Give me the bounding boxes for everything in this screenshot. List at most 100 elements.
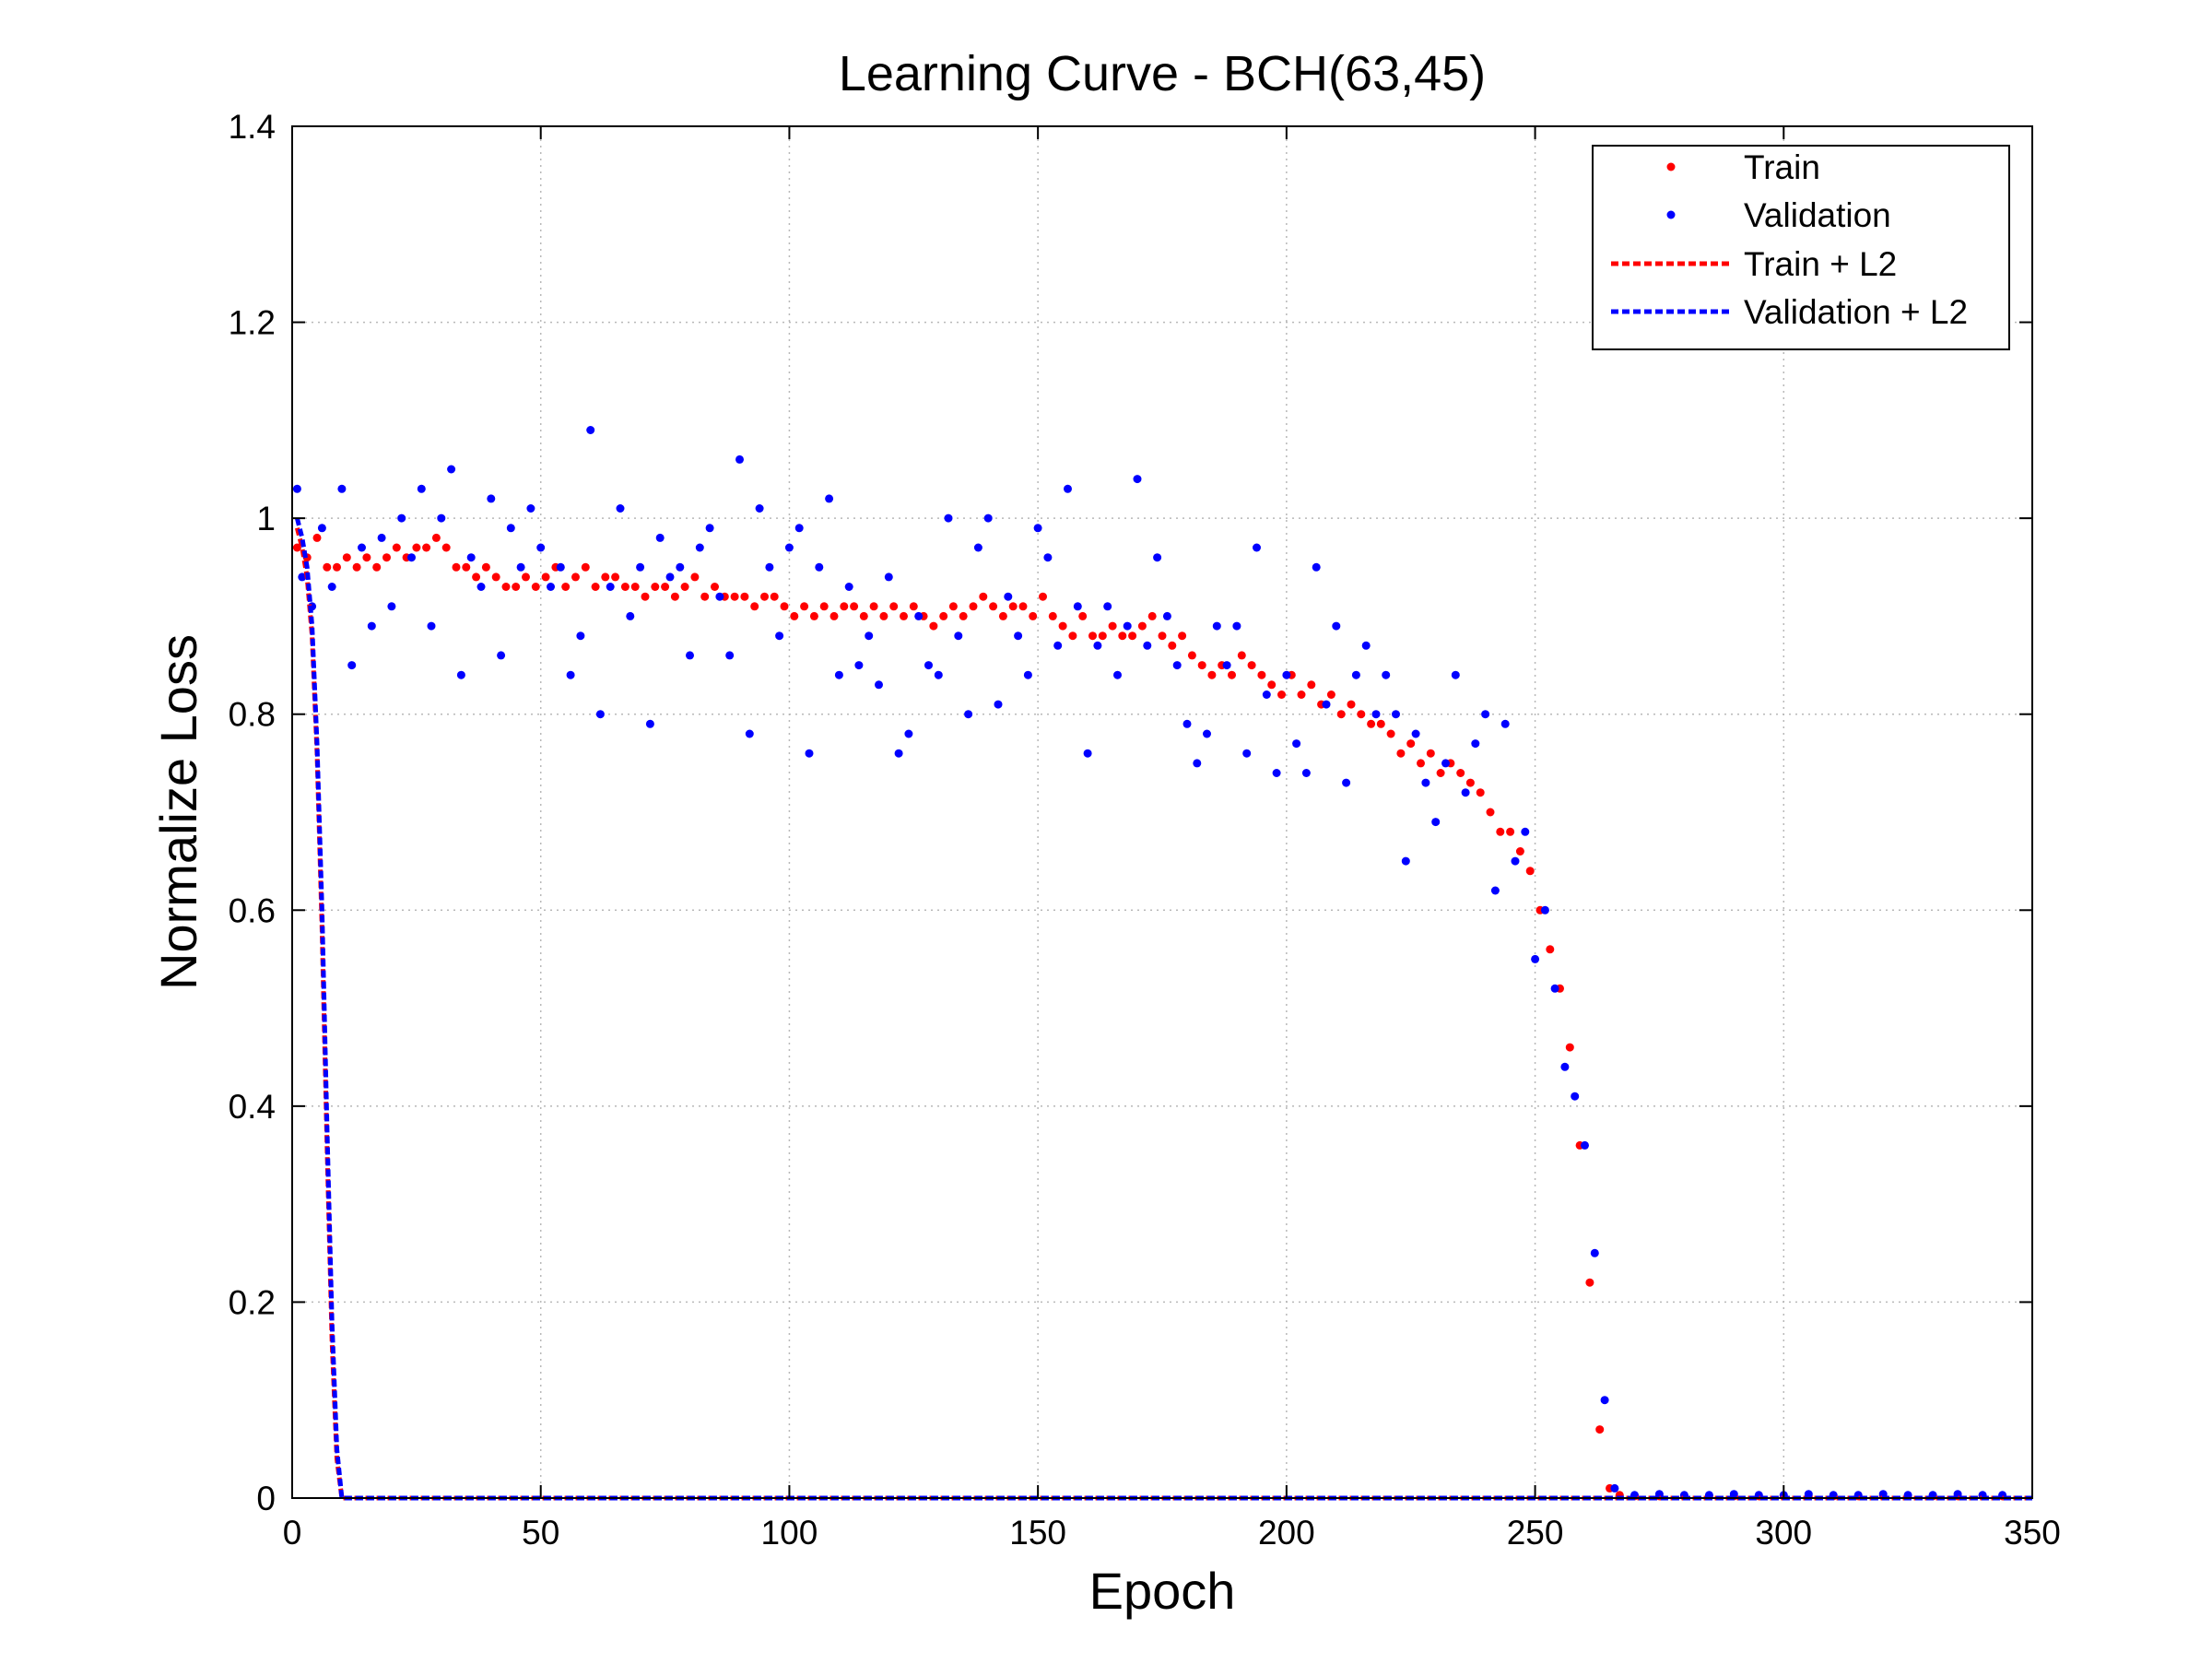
data-point-train [541,572,550,582]
data-point-train [1347,700,1356,709]
x-axis-label: Epoch [1089,1562,1236,1620]
data-point-train [869,602,878,611]
y-tick-label: 0 [256,1480,276,1517]
data-point-validation [1004,592,1013,601]
data-point-validation [1610,1483,1619,1493]
data-point-validation [1461,788,1470,797]
data-point-train [591,583,600,591]
data-point-validation [1351,670,1360,679]
y-tick-label: 0.6 [229,891,276,929]
data-point-train [512,583,521,591]
data-point-train [1386,729,1395,738]
data-point-validation [1262,690,1271,699]
data-point-validation [665,572,675,582]
data-point-validation [427,621,436,631]
data-point-train [1367,719,1376,728]
data-point-train [1029,611,1038,620]
data-point-train [422,543,431,552]
data-point-validation [825,494,834,503]
data-point-train [620,583,629,591]
data-point-train [1486,808,1495,817]
data-point-validation [1421,778,1430,787]
data-point-train [1078,611,1088,620]
data-point-validation [367,621,376,631]
data-point-validation [1133,475,1142,484]
data-point-train [1088,631,1097,641]
data-point-train [342,553,351,562]
data-point-train [561,583,571,591]
data-point-train [651,583,660,591]
legend-label-train: Train [1744,148,1820,186]
data-point-validation [1143,641,1152,650]
y-axis-label: Normalize Loss [149,634,207,990]
data-point-validation [815,562,824,572]
data-point-train [700,592,710,601]
data-point-train [522,572,530,582]
data-point-validation [1073,602,1082,611]
data-point-validation [645,719,654,728]
data-point-validation [794,524,804,533]
data-point-validation [1581,1140,1589,1150]
data-point-train [1108,621,1117,631]
data-point-train [889,602,899,611]
data-point-validation [298,572,307,582]
data-point-validation [556,562,565,572]
y-tick-label: 1 [256,500,276,537]
data-point-validation [626,611,635,620]
data-point-validation [536,543,546,552]
data-point-validation [784,543,794,552]
data-point-validation [705,524,714,533]
data-point-train [800,602,809,611]
data-point-train [481,562,490,572]
data-point-validation [358,543,366,552]
data-point-train [909,602,918,611]
grid-layer [292,126,2032,1498]
data-point-validation [745,729,754,738]
data-point-validation [1172,661,1182,670]
y-tick-label: 1.2 [229,304,276,342]
data-point-validation [616,504,625,513]
data-point-validation [1401,856,1410,866]
data-point-validation [1550,984,1559,993]
data-point-validation [844,583,853,591]
data-point-train [1357,710,1366,719]
data-point-validation [735,454,744,464]
data-point-train [1158,631,1167,641]
data-point-validation [875,680,883,690]
data-point-train [472,572,481,582]
data-point-train [1496,827,1505,836]
data-point-train [750,602,759,611]
data-point-train [969,602,978,611]
data-point-validation [1123,621,1132,631]
data-point-train [1465,778,1475,787]
data-point-train [879,611,888,620]
data-point-train [900,611,908,620]
data-point-train [630,583,640,591]
data-point-validation [1162,611,1171,620]
x-tick-label: 100 [761,1514,818,1552]
data-point-train [850,602,859,611]
data-point-train [959,611,968,620]
data-point-validation [964,710,973,719]
data-point-validation [1083,749,1092,758]
data-point-train [1207,670,1217,679]
data-point-validation [437,513,446,523]
data-point-train [830,611,839,620]
data-point-train [501,583,511,591]
data-point-validation [805,749,814,758]
data-point-train [1168,641,1177,650]
data-point-validation [1511,856,1520,866]
data-point-validation [1033,524,1042,533]
data-point-validation [1392,710,1400,719]
x-tick-label: 0 [283,1514,302,1552]
data-point-train [531,583,540,591]
data-point-validation [1342,778,1351,787]
data-point-validation [1471,739,1480,749]
data-point-train [1297,690,1306,699]
data-point-validation [456,670,465,679]
data-point-validation [755,504,764,513]
data-point-validation [1203,729,1211,738]
data-point-train [1058,621,1067,631]
data-point-train [1118,631,1127,641]
data-point-validation [1103,602,1112,611]
